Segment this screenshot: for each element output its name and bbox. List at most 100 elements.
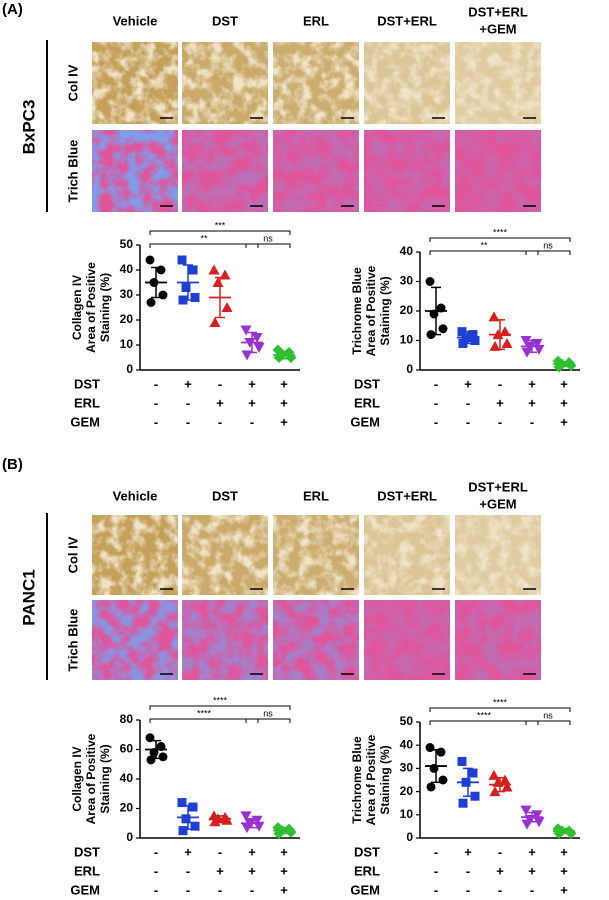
data-point	[146, 298, 156, 307]
treatment-sign: +	[560, 414, 568, 429]
treatment-label: ERL	[354, 395, 380, 410]
data-point	[489, 340, 501, 351]
y-axis-label: Staining (%)	[98, 744, 112, 813]
significance-bracket	[149, 718, 259, 723]
trichrome-texture	[182, 600, 268, 680]
y-axis-label: Staining (%)	[98, 273, 112, 342]
significance-label: ****	[493, 697, 508, 707]
data-point	[470, 336, 480, 345]
treatment-sign: +	[216, 395, 224, 410]
data-point	[488, 311, 500, 322]
significance-bracket	[525, 250, 571, 255]
treatment-sign: -	[498, 844, 502, 859]
significance-bracket	[429, 707, 571, 712]
data-point	[470, 791, 480, 801]
trichrome-texture	[364, 600, 450, 680]
data-point	[501, 781, 513, 792]
col-iv-texture	[92, 42, 178, 124]
data-point	[177, 798, 187, 808]
treatment-sign: -	[218, 414, 222, 429]
treatment-sign: -	[218, 882, 222, 897]
data-point	[178, 826, 188, 836]
treatment-label: ERL	[354, 863, 380, 878]
treatment-sign: +	[560, 376, 568, 391]
treatment-sign: +	[528, 376, 536, 391]
treatment-label: GEM	[350, 414, 380, 429]
treatment-label: ERL	[74, 863, 100, 878]
treatment-sign: -	[466, 395, 470, 410]
treatment-sign: +	[560, 882, 568, 897]
y-axis-label: Trichrome Blue	[350, 267, 364, 355]
data-point	[520, 805, 532, 816]
data-point	[425, 277, 435, 286]
treatment-sign: +	[248, 376, 256, 391]
data-point	[565, 360, 577, 372]
treatment-sign: -	[434, 863, 438, 878]
significance-bracket	[429, 250, 539, 255]
y-tick-label: 60	[120, 742, 134, 756]
significance-label: ns	[543, 710, 553, 720]
column-header: +GEM	[479, 21, 516, 36]
treatment-sign: -	[434, 844, 438, 859]
y-tick-label: 80	[120, 712, 134, 726]
figure-content: (A) BxPC3 Col IV Trich Blue Vehicle DST ERL DST…	[2, 1, 580, 897]
treatment-sign: -	[154, 863, 158, 878]
row-label: Col IV	[65, 536, 80, 573]
y-axis-label: Collagen IV	[70, 275, 84, 340]
treatment-sign: -	[154, 376, 158, 391]
treatment-sign: -	[434, 882, 438, 897]
trichrome-texture	[455, 130, 541, 212]
significance-label: ****	[493, 227, 508, 237]
treatment-sign: +	[184, 376, 192, 391]
data-point	[468, 768, 478, 778]
panel-label: (A)	[2, 1, 23, 18]
significance-label: **	[200, 233, 208, 243]
trichrome-texture	[182, 130, 268, 212]
treatment-sign: +	[280, 414, 288, 429]
y-axis-label: Staining (%)	[378, 276, 392, 345]
treatment-sign: -	[498, 376, 502, 391]
treatment-sign: +	[280, 882, 288, 897]
treatment-sign: +	[496, 863, 504, 878]
treatment-sign: -	[498, 414, 502, 429]
trichrome-texture	[273, 600, 359, 680]
col-iv-texture	[182, 515, 268, 595]
significance-bracket	[525, 720, 571, 725]
y-tick-label: 0	[406, 362, 413, 376]
data-point	[221, 302, 233, 312]
treatment-sign: -	[218, 844, 222, 859]
data-point	[436, 747, 446, 757]
data-point	[253, 821, 265, 832]
y-axis-label: Area of Positive	[364, 734, 378, 825]
y-axis-label: Staining (%)	[378, 745, 392, 814]
treatment-sign: -	[186, 414, 190, 429]
treatment-sign: -	[530, 414, 534, 429]
data-point	[457, 756, 467, 766]
data-point	[499, 326, 511, 337]
treatment-sign: +	[280, 863, 288, 878]
data-point	[457, 327, 467, 337]
column-header: ERL	[303, 13, 329, 28]
treatment-sign: -	[498, 882, 502, 897]
treatment-sign: +	[464, 376, 472, 391]
data-point	[499, 774, 511, 785]
treatment-sign: +	[248, 844, 256, 859]
treatment-sign: -	[154, 414, 158, 429]
data-point	[240, 811, 252, 822]
column-header: DST	[212, 13, 238, 28]
treatment-label: GEM	[70, 414, 100, 429]
treatment-sign: +	[528, 863, 536, 878]
treatment-sign: -	[250, 414, 254, 429]
treatment-sign: -	[466, 414, 470, 429]
y-tick-label: 40	[120, 771, 134, 785]
col-iv-texture	[455, 42, 541, 124]
treatment-sign: +	[560, 395, 568, 410]
treatment-sign: -	[434, 376, 438, 391]
treatment-sign: -	[250, 882, 254, 897]
data-point	[426, 782, 436, 792]
significance-label: ns	[543, 240, 553, 250]
treatment-sign: +	[496, 395, 504, 410]
col-iv-texture	[273, 515, 359, 595]
treatment-sign: +	[280, 844, 288, 859]
